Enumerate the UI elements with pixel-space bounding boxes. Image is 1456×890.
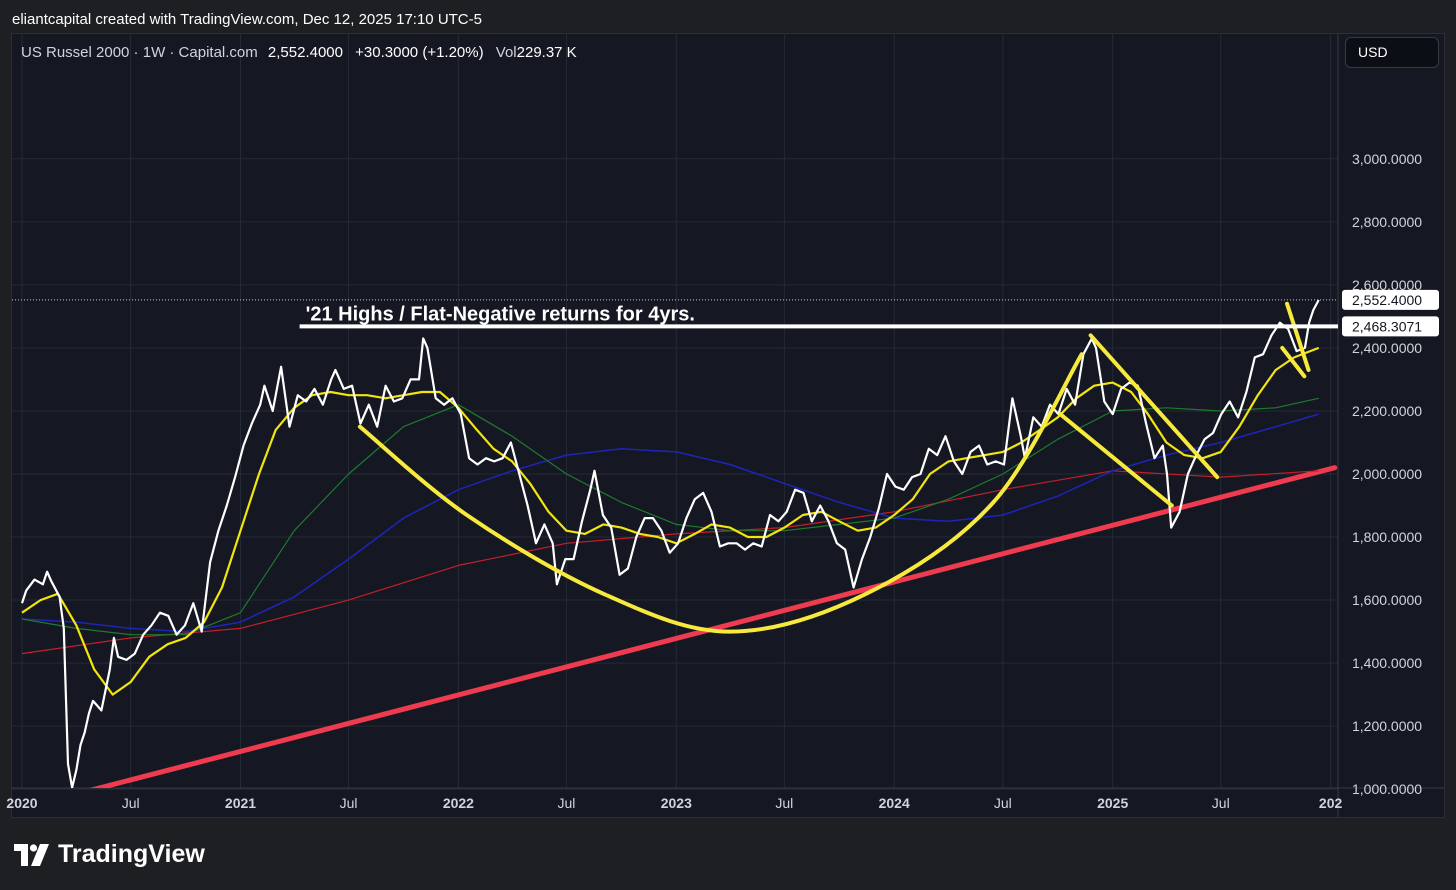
y-tick-label: 2,000.0000 xyxy=(1352,466,1422,482)
price-label-box xyxy=(1342,289,1439,310)
y-tick-label: 2,200.0000 xyxy=(1352,403,1422,419)
y-tick-label: 3,000.0000 xyxy=(1352,151,1422,167)
volume-value: 229.37 K xyxy=(516,44,577,61)
y-tick-label: 1,400.0000 xyxy=(1352,655,1422,671)
plot-area: '21 Highs / Flat-Negative returns for 4y… xyxy=(20,299,1338,788)
price-label-text: 2,552.4000 xyxy=(1352,292,1422,308)
last-price: 2,552.4000 xyxy=(267,44,343,61)
annotation-flag3 xyxy=(1285,301,1311,372)
cup-pattern-curve xyxy=(357,352,1084,634)
x-tick-label: Jul xyxy=(122,795,140,811)
sma-blue-line xyxy=(21,413,1319,633)
price-label-text: 2,468.3071 xyxy=(1352,318,1422,334)
x-tick-label: Jul xyxy=(557,795,575,811)
resistance-label: '21 Highs / Flat-Negative returns for 4y… xyxy=(306,303,695,325)
annotation-flag1 xyxy=(1058,412,1174,508)
price-change: +30.3000 (+1.20%) xyxy=(355,44,484,61)
x-tick-label: 2025 xyxy=(1097,795,1128,811)
x-tick-label: 2023 xyxy=(661,795,692,811)
support-trendline xyxy=(89,465,1338,788)
brand-name: TradingView xyxy=(58,840,205,868)
x-tick-label: Jul xyxy=(340,795,358,811)
tradingview-logo[interactable]: TradingView xyxy=(14,840,205,869)
symbol-name[interactable]: US Russel 2000 · 1W · Capital.com xyxy=(21,44,258,61)
currency-button[interactable]: USD xyxy=(1345,37,1439,68)
x-tick-label: 2021 xyxy=(225,795,256,811)
y-tick-label: 1,800.0000 xyxy=(1352,529,1422,545)
x-tick-label: 2022 xyxy=(443,795,474,811)
x-tick-label: Jul xyxy=(775,795,793,811)
grid xyxy=(12,34,1338,790)
volume-label: Vol xyxy=(495,44,517,61)
x-tick-label: Jul xyxy=(1212,795,1230,811)
chart-attribution: eliantcapital created with TradingView.c… xyxy=(12,11,482,28)
y-tick-label: 2,600.0000 xyxy=(1352,277,1422,293)
annotation-flag4 xyxy=(1280,345,1307,379)
annotation-flag2 xyxy=(1088,333,1220,480)
x-tick-label: 2024 xyxy=(879,795,910,811)
y-tick-label: 1,200.0000 xyxy=(1352,718,1422,734)
y-tick-label: 2,400.0000 xyxy=(1352,340,1422,356)
symbol-legend[interactable]: US Russel 2000 · 1W · Capital.com 2,552.… xyxy=(21,44,577,61)
y-tick-label: 2,800.0000 xyxy=(1352,214,1422,230)
x-tick-label: 202 xyxy=(1319,795,1343,811)
y-tick-label: 1,000.0000 xyxy=(1352,781,1422,797)
price-line xyxy=(20,299,1320,788)
sma-yellow-line xyxy=(21,346,1320,696)
price-label-box xyxy=(1342,316,1439,337)
tradingview-logo-icon xyxy=(14,843,49,866)
x-tick-label: Jul xyxy=(994,795,1012,811)
x-tick-label: 2020 xyxy=(6,795,37,811)
y-tick-label: 1,600.0000 xyxy=(1352,592,1422,608)
